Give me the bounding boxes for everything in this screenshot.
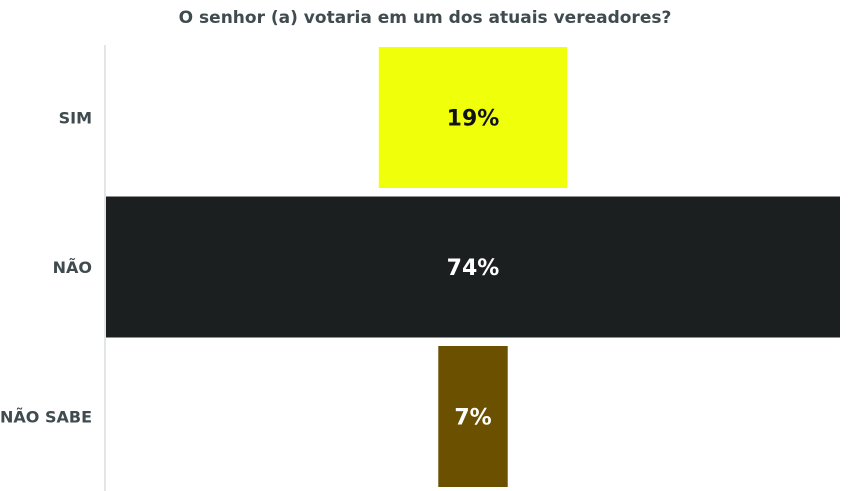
bar-0: [378, 47, 568, 188]
bar-2: [438, 346, 508, 487]
bar-1: [106, 196, 840, 338]
category-label-2: NÃO SABE: [0, 408, 92, 427]
data-label-0: 19%: [447, 107, 500, 132]
category-label-1: NÃO: [53, 258, 92, 277]
chart-title: O senhor (a) votaria em um dos atuais ve…: [178, 8, 672, 28]
data-label-1: 74%: [447, 256, 500, 281]
category-label-0: SIM: [59, 109, 92, 128]
data-label-2: 7%: [454, 406, 491, 431]
